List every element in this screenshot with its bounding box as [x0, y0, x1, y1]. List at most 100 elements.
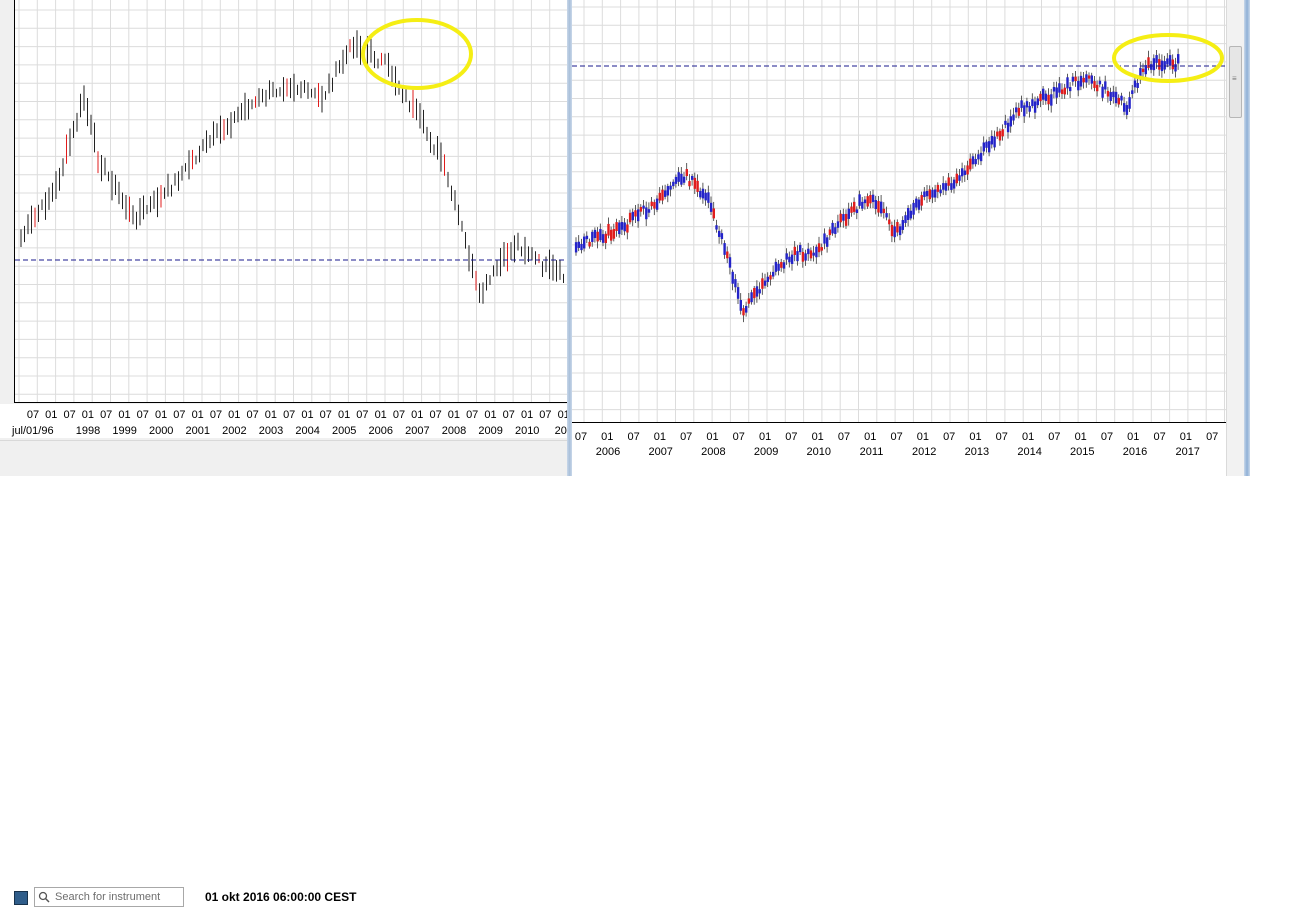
scrollbar-thumb[interactable]: ≡: [1229, 46, 1242, 118]
year-tick-label: 2012: [912, 446, 936, 458]
candle-body: [985, 141, 988, 148]
candle-body: [850, 206, 853, 213]
candle-body: [1074, 76, 1077, 82]
window-divider[interactable]: [567, 0, 572, 476]
year-tick-label: 2006: [369, 425, 393, 437]
candle-body: [790, 254, 794, 264]
month-tick-label: 07: [733, 431, 745, 443]
candle-body: [1087, 75, 1091, 79]
candle-body: [915, 198, 918, 208]
candle-body: [772, 271, 775, 277]
candle-body: [828, 229, 832, 236]
candle-body: [782, 262, 786, 269]
candle-body: [704, 192, 707, 201]
toggle-square-icon[interactable]: [14, 891, 28, 905]
candle-body: [1004, 120, 1007, 125]
candle-body: [844, 213, 848, 226]
candle-body: [655, 198, 659, 210]
candle-body: [1104, 81, 1107, 90]
candle-body: [758, 289, 761, 294]
year-tick-label: 2000: [149, 425, 173, 437]
candle-body: [769, 275, 772, 280]
scroll-grip-icon: ≡: [1232, 74, 1237, 83]
candle-body: [766, 276, 769, 283]
year-tick-label: 2007: [405, 425, 429, 437]
highlight-circle: [361, 18, 473, 90]
candle-body: [761, 278, 764, 289]
candle-body: [979, 152, 983, 162]
candle-body: [1052, 86, 1056, 92]
candle-body: [774, 261, 778, 272]
year-tick-label: 2003: [259, 425, 283, 437]
month-tick-label: 01: [969, 431, 981, 443]
candle-body: [1174, 64, 1177, 72]
year-tick-label: 2011: [860, 446, 884, 458]
month-tick-label: 01: [812, 431, 824, 443]
candle-body: [780, 262, 783, 268]
candle-body: [610, 229, 613, 241]
left-chart-window: 07 01 07 01 07 01 07 01 07 01 07 01 07 01 07 01 07 01 07 01…: [0, 0, 606, 907]
month-tick-label: 07: [246, 409, 258, 421]
left-chart-canvas: [15, 0, 569, 403]
candle-body: [896, 221, 899, 233]
candle-body: [1055, 87, 1058, 98]
candle-body: [731, 271, 734, 284]
candle-body: [634, 210, 637, 217]
candle-body: [1071, 76, 1075, 82]
candle-body: [685, 169, 688, 177]
candle-body: [623, 222, 626, 232]
right-chart-plot[interactable]: [572, 0, 1227, 423]
candle-body: [1131, 90, 1134, 94]
year-tick-label: 2017: [1175, 446, 1199, 458]
candle-body: [1125, 105, 1129, 115]
candle-body: [996, 131, 999, 137]
candle-body: [585, 235, 589, 240]
candle-body: [847, 208, 850, 219]
search-input[interactable]: Search for instrument: [34, 887, 184, 907]
candle-body: [807, 248, 810, 255]
candle-body: [1109, 92, 1112, 102]
month-tick-label: 01: [411, 409, 423, 421]
candle-body: [755, 286, 759, 297]
candle-body: [1150, 64, 1153, 70]
statusbar: Search for instrument 01 okt 2016 06:00:…: [0, 440, 568, 907]
candle-body: [647, 209, 651, 213]
candle-body: [874, 200, 877, 210]
candle-body: [885, 213, 888, 218]
candle-body: [853, 201, 856, 212]
left-chart-plot[interactable]: [14, 0, 569, 403]
candle-body: [599, 229, 602, 241]
candle-body: [777, 263, 780, 271]
candle-body: [1028, 105, 1031, 112]
candle-body: [1066, 77, 1069, 89]
candle-body: [1166, 58, 1169, 65]
vertical-scrollbar[interactable]: ≡: [1226, 0, 1245, 476]
candle-body: [869, 195, 872, 204]
month-tick-label: 01: [601, 431, 613, 443]
month-tick-label: 01: [484, 409, 496, 421]
candle-body: [1039, 93, 1042, 102]
candle-body: [934, 189, 937, 198]
candle-body: [661, 189, 664, 201]
year-tick-label: 2006: [596, 446, 620, 458]
candle-body: [1044, 93, 1048, 101]
candle-body: [626, 224, 629, 233]
candle-body: [1128, 97, 1131, 109]
candle-body: [925, 190, 929, 197]
candle-body: [942, 183, 945, 190]
month-tick-label: 01: [1022, 431, 1034, 443]
candle-body: [839, 213, 842, 223]
month-tick-label: 07: [890, 431, 902, 443]
month-tick-label: 01: [706, 431, 718, 443]
year-tick-label: 2007: [648, 446, 672, 458]
candle-body: [1017, 107, 1021, 116]
candle-body: [1060, 89, 1064, 94]
candle-body: [1123, 103, 1126, 112]
candle-body: [580, 243, 583, 251]
candle-body: [1012, 114, 1015, 121]
month-tick-label: 01: [338, 409, 350, 421]
month-tick-label: 01: [521, 409, 533, 421]
candle-body: [1152, 58, 1156, 71]
month-tick-label: 01: [1075, 431, 1087, 443]
candle-body: [664, 190, 667, 197]
